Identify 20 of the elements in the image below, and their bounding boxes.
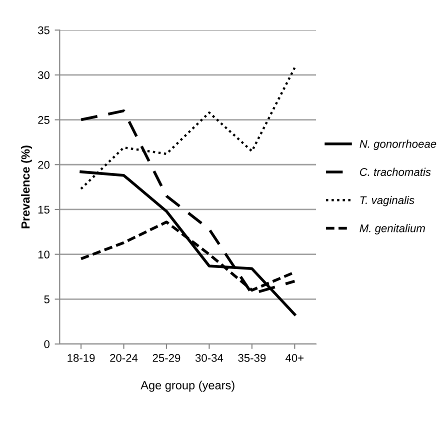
x-tick-label: 40+ <box>286 354 304 362</box>
y-tick-label: 20 <box>38 160 50 169</box>
y-tick-label: 5 <box>44 296 50 304</box>
legend-label: C. trachomatis <box>360 168 431 176</box>
x-tick-label: 25-29 <box>152 354 180 362</box>
y-tick-label: 15 <box>38 206 50 214</box>
y-tick-label: 30 <box>38 71 50 80</box>
y-tick-label: 10 <box>38 250 50 258</box>
x-axis-title: Age group (years) <box>140 380 234 392</box>
y-tick-label: 35 <box>38 26 50 34</box>
y-tick-label: 25 <box>38 116 50 124</box>
legend-label: M. genitalium <box>360 224 425 234</box>
x-tick-label: 18-19 <box>68 354 95 362</box>
x-tick-label: 30-34 <box>195 354 224 362</box>
legend-label: N. gonorrhoeae <box>360 140 436 150</box>
y-tick-label: 0 <box>44 340 50 348</box>
x-tick-label: 35-39 <box>238 354 266 362</box>
x-tick-label: 20-24 <box>110 354 138 362</box>
legend-label: T. vaginalis <box>360 196 414 206</box>
y-axis-title: Prevalence (%) <box>21 146 32 228</box>
